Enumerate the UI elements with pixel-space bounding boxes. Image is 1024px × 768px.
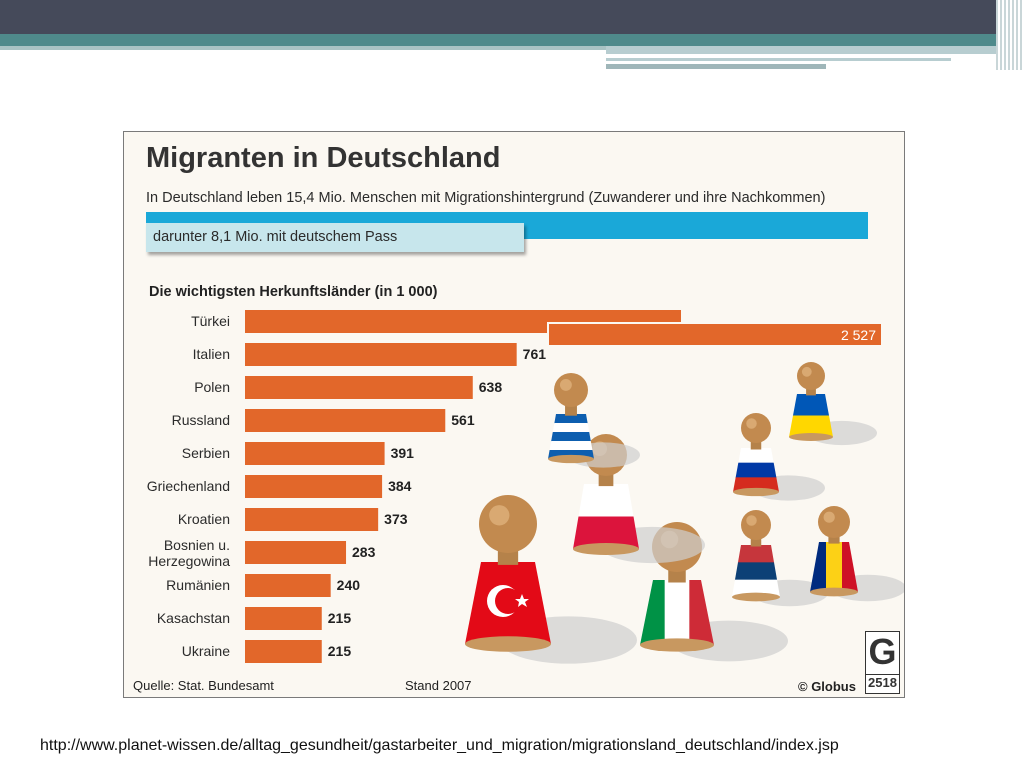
slide-decor-stripe xyxy=(606,58,951,61)
category-label: Bosnien u. xyxy=(164,537,230,553)
category-label: Serbien xyxy=(182,445,230,461)
value-label: 240 xyxy=(337,577,361,593)
infographic-panel: Migranten in Deutschland In Deutschland … xyxy=(123,131,905,698)
russia-flag-figure xyxy=(733,413,825,501)
value-label: 215 xyxy=(328,610,352,626)
source-label: Quelle: Stat. Bundesamt xyxy=(133,678,274,693)
passport-bar: darunter 8,1 Mio. mit deutschem Pass xyxy=(146,223,524,252)
bar-chart: Türkei 2 527 Italien 761 Polen 638 Russland 561… xyxy=(147,310,904,664)
value-label: 2 527 xyxy=(841,327,876,343)
bar xyxy=(245,574,331,597)
bar xyxy=(245,541,347,564)
chart-subtitle: In Deutschland leben 15,4 Mio. Menschen … xyxy=(146,190,826,206)
bar-continuation xyxy=(547,322,883,347)
category-label: Polen xyxy=(194,379,230,395)
bar xyxy=(245,607,322,630)
value-label: 638 xyxy=(479,379,503,395)
slide-decor-stripe xyxy=(606,46,1006,54)
value-label: 283 xyxy=(352,544,376,560)
category-label: Rumänien xyxy=(166,577,230,593)
slide-decor-lines xyxy=(996,0,1024,70)
source-url[interactable]: http://www.planet-wissen.de/alltag_gesun… xyxy=(40,737,839,754)
serbia-flag-figure xyxy=(732,510,828,607)
category-label: Italien xyxy=(193,346,230,362)
bar xyxy=(245,409,446,432)
flag-figures-illustration xyxy=(465,362,904,664)
ukraine-flag-figure xyxy=(789,362,877,446)
logo-letter: G xyxy=(868,631,897,672)
romania-flag-figure xyxy=(810,506,904,602)
bar xyxy=(245,376,473,399)
slide-decor-stripe xyxy=(606,64,826,69)
slide-top-bar xyxy=(0,0,1024,34)
category-label: Türkei xyxy=(191,313,230,329)
passport-label: darunter 8,1 Mio. mit deutschem Pass xyxy=(153,229,398,245)
value-label: 561 xyxy=(451,412,475,428)
category-label: Herzegowina xyxy=(148,553,230,569)
category-label: Kasachstan xyxy=(157,610,230,626)
turkey-flag-figure xyxy=(465,495,637,664)
greece-flag-figure xyxy=(548,373,640,468)
slide-teal-band xyxy=(0,34,1024,46)
bar xyxy=(245,475,383,498)
category-label: Kroatien xyxy=(178,511,230,527)
slide-teal-thin-band xyxy=(0,46,606,50)
section-title: Die wichtigsten Herkunftsländer (in 1 00… xyxy=(149,284,438,300)
publisher-label: © Globus xyxy=(798,679,856,694)
category-label: Russland xyxy=(172,412,230,428)
bar xyxy=(245,508,379,531)
bar xyxy=(245,640,322,663)
logo-number: 2518 xyxy=(866,674,899,690)
value-label: 391 xyxy=(391,445,415,461)
date-label: Stand 2007 xyxy=(405,678,472,693)
chart-title: Migranten in Deutschland xyxy=(146,142,501,174)
bar xyxy=(245,343,517,366)
category-label: Ukraine xyxy=(182,643,230,659)
globus-logo: G 2518 xyxy=(865,631,900,694)
bar xyxy=(245,442,385,465)
value-label: 761 xyxy=(523,346,547,362)
value-label: 215 xyxy=(328,643,352,659)
category-label: Griechenland xyxy=(147,478,230,494)
value-label: 373 xyxy=(384,511,408,527)
value-label: 384 xyxy=(388,478,412,494)
